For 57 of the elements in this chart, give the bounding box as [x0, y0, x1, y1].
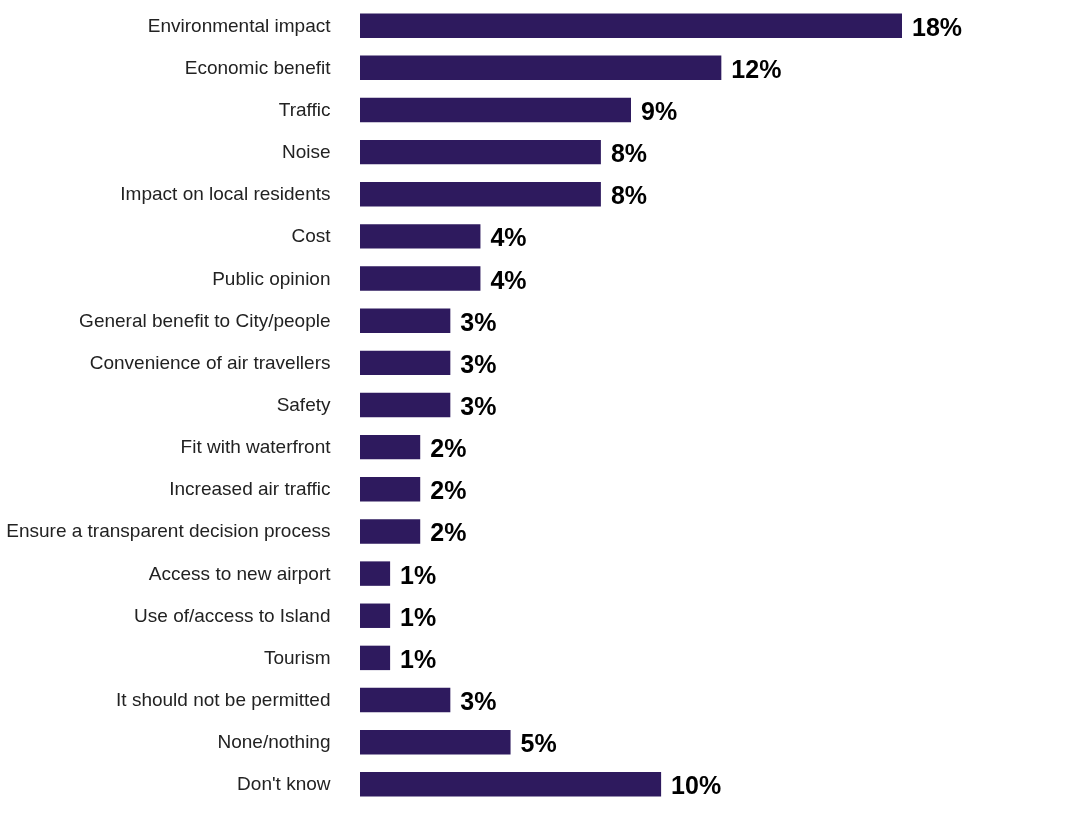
data-label: 10% [671, 771, 722, 800]
bar [360, 182, 601, 207]
bar [360, 561, 391, 586]
bar [360, 729, 511, 755]
bar [360, 97, 631, 123]
data-label: 3% [460, 392, 497, 420]
data-label: 2% [430, 476, 467, 505]
bar [360, 645, 391, 671]
data-label: 2% [430, 434, 467, 463]
data-label: 8% [610, 139, 648, 168]
bar [360, 434, 421, 460]
data-label: 9% [641, 96, 678, 125]
data-label: 8% [610, 181, 648, 210]
bar [360, 519, 421, 544]
y-tick-label: Ensure a transparent decision process [6, 520, 331, 542]
data-label: 1% [400, 560, 437, 589]
y-tick-label: General benefit to City/people [79, 309, 331, 331]
bar [360, 350, 451, 376]
y-tick-label: Increased air traffic [169, 478, 331, 500]
y-tick-label: Safety [276, 394, 331, 415]
bar [360, 139, 601, 165]
bar [360, 13, 902, 38]
y-tick-label: Use of/access to Island [134, 604, 331, 626]
y-tick-label: Environmental impact [147, 14, 332, 36]
y-tick-label: Traffic [278, 98, 331, 120]
bar [360, 603, 391, 628]
y-tick-label: Impact on local residents [120, 183, 331, 205]
y-tick-label: Convenience of air travellers [89, 351, 331, 373]
data-label: 1% [400, 644, 437, 673]
y-tick-label: Access to new airport [148, 562, 332, 584]
bar [360, 477, 421, 502]
data-label: 18% [912, 12, 963, 41]
data-label: 2% [430, 518, 467, 547]
y-tick-label: Cost [291, 225, 332, 247]
data-label: 4% [490, 223, 527, 252]
data-label: 3% [460, 307, 497, 336]
data-label: 3% [460, 349, 497, 378]
y-tick-label: Tourism [263, 646, 331, 668]
bar [360, 266, 481, 291]
bar [360, 772, 662, 797]
y-tick-label: Noise [281, 141, 331, 163]
data-label: 5% [520, 729, 557, 758]
y-tick-label: Economic benefit [184, 56, 332, 78]
bar [360, 392, 451, 418]
y-tick-label: Public opinion [212, 267, 331, 289]
data-label: 4% [490, 265, 527, 294]
bar [360, 55, 722, 81]
bar [360, 224, 481, 249]
bar [360, 687, 451, 713]
data-label: 1% [400, 602, 437, 631]
y-tick-label: None/nothing [217, 731, 331, 753]
data-label: 12% [731, 54, 782, 83]
bar [360, 308, 451, 333]
data-label: 3% [460, 687, 497, 716]
y-tick-label: It should not be permitted [116, 689, 331, 711]
y-tick-label: Don't know [237, 773, 331, 795]
y-tick-label: Fit with waterfront [180, 436, 332, 458]
